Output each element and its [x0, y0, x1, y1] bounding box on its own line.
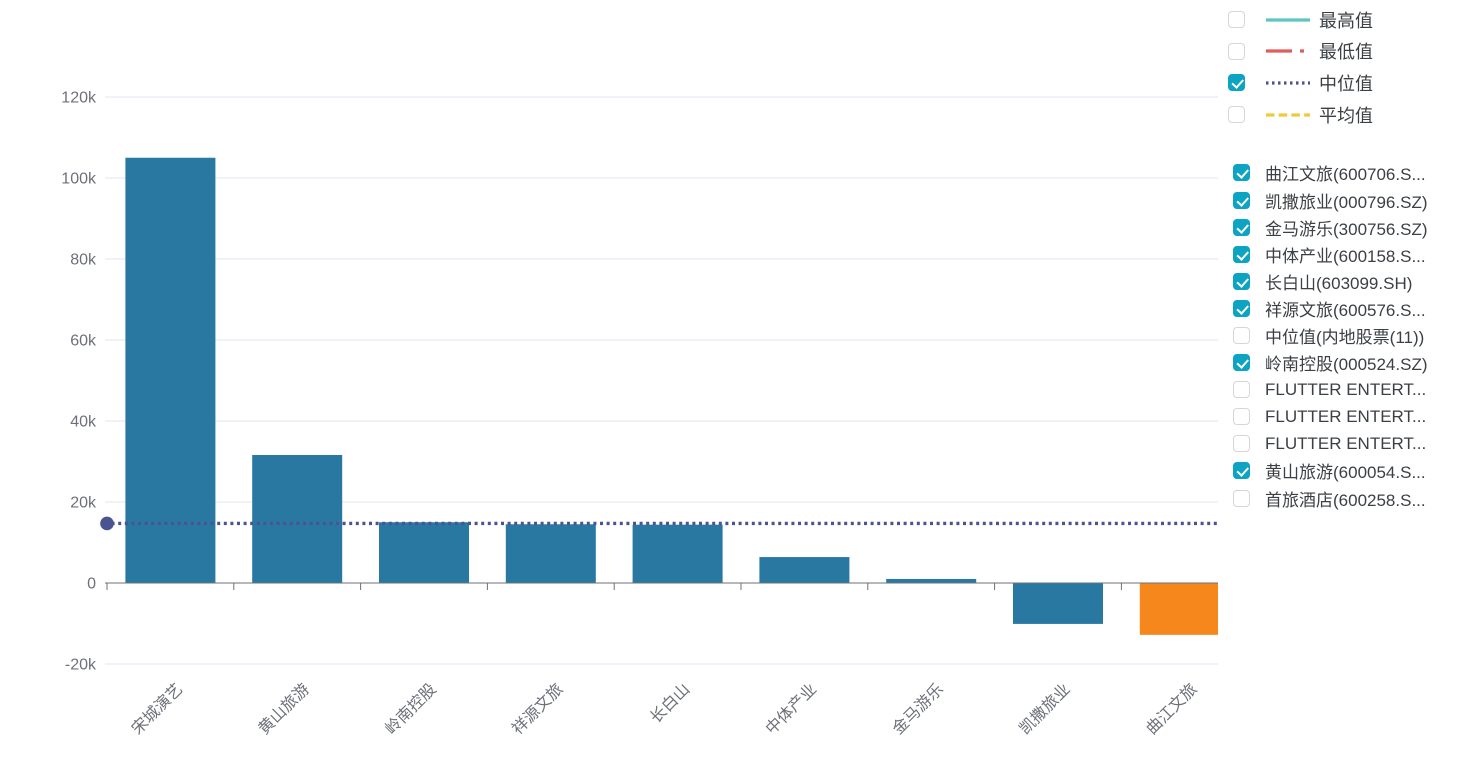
legend-item[interactable]: 曲江文旅(600706.S...	[1228, 159, 1477, 186]
x-axis-tick-label: 长白山	[647, 680, 694, 727]
bar[interactable]	[886, 578, 977, 583]
legend-label: 中位值(内地股票(11))	[1265, 327, 1425, 347]
legend-item[interactable]: 中位值(内地股票(11))	[1228, 322, 1477, 349]
legend-label: 岭南控股(000524.SZ)	[1265, 355, 1428, 375]
y-axis-tick-label: 0	[87, 576, 96, 593]
y-axis-tick-label: 100k	[61, 171, 97, 188]
check-icon	[1236, 464, 1249, 477]
legend-label: 最低值	[1319, 42, 1373, 63]
bar[interactable]	[1139, 583, 1218, 635]
check-icon	[1236, 193, 1249, 207]
checkbox[interactable]	[1233, 191, 1250, 209]
bar[interactable]	[379, 522, 469, 583]
x-axis-tick-label: 凯撒旅业	[1016, 680, 1074, 738]
x-axis-tick-label: 岭南控股	[382, 680, 440, 738]
checkbox[interactable]	[1233, 435, 1250, 453]
legend-label: 黄山旅游(600054.S...	[1265, 463, 1426, 483]
legend-label: 凯撒旅业(000796.SZ)	[1265, 192, 1428, 212]
legend-item[interactable]: 中体产业(600158.S...	[1228, 241, 1477, 268]
legend-label: FLUTTER ENTERT...	[1265, 379, 1427, 399]
legend-item[interactable]: FLUTTER ENTERT...	[1228, 376, 1477, 403]
legend-label: 金马游乐(300756.SZ)	[1265, 219, 1428, 239]
check-icon	[1236, 166, 1249, 179]
checkbox[interactable]	[1233, 326, 1250, 344]
legend-item[interactable]: 祥源文旅(600576.S...	[1228, 295, 1477, 322]
checkbox[interactable]	[1233, 381, 1250, 399]
legend-item[interactable]: 最低值	[1228, 36, 1477, 68]
legend-item[interactable]: 岭南控股(000524.SZ)	[1228, 349, 1477, 376]
bar[interactable]	[632, 524, 723, 583]
y-axis-tick-label: 60k	[70, 333, 97, 350]
y-axis-tick-label: 20k	[70, 495, 97, 512]
legend-label: 最高值	[1319, 10, 1373, 31]
legend-item[interactable]: 平均值	[1228, 99, 1477, 131]
y-axis-tick-label: 40k	[70, 414, 97, 431]
series-legend: 曲江文旅(600706.S... 凯撒旅业(000796.SZ) 金马游乐(3007…	[1228, 159, 1477, 511]
checkbox[interactable]	[1233, 408, 1250, 426]
checkbox[interactable]	[1233, 272, 1250, 290]
legend-item[interactable]: FLUTTER ENTERT...	[1228, 403, 1477, 430]
x-axis-tick-label: 中体产业	[762, 680, 820, 738]
check-icon	[1231, 76, 1244, 89]
line-style-swatch	[1266, 18, 1310, 22]
legend-item[interactable]: 最高值	[1228, 4, 1477, 36]
line-legend: 最高值最低值中位值平均值	[1228, 4, 1477, 130]
x-axis-tick-label: 金马游乐	[889, 680, 947, 738]
checkbox[interactable]	[1233, 299, 1250, 317]
bar[interactable]	[252, 455, 343, 583]
legend-item[interactable]: 黄山旅游(600054.S...	[1228, 457, 1477, 484]
x-axis-tick-label: 宋城演艺	[128, 680, 186, 738]
legend-label: 长白山(603099.SH)	[1265, 273, 1413, 293]
checkbox[interactable]	[1233, 245, 1250, 263]
legend-item[interactable]: 长白山(603099.SH)	[1228, 268, 1477, 295]
check-icon	[1236, 247, 1249, 261]
legend-item[interactable]: 金马游乐(300756.SZ)	[1228, 214, 1477, 241]
legend-label: 祥源文旅(600576.S...	[1265, 300, 1426, 320]
checkbox[interactable]	[1233, 462, 1250, 480]
checkbox[interactable]	[1228, 106, 1245, 124]
legend-item[interactable]: 首旅酒店(600258.S...	[1228, 485, 1477, 512]
legend-item[interactable]: 中位值	[1228, 67, 1477, 99]
bar[interactable]	[505, 524, 596, 583]
checkbox[interactable]	[1228, 74, 1245, 92]
bar[interactable]	[1013, 583, 1103, 624]
bar[interactable]	[759, 557, 850, 583]
legend-label: 平均值	[1319, 105, 1373, 126]
legend-item[interactable]: FLUTTER ENTERT...	[1228, 430, 1477, 457]
legend-label: FLUTTER ENTERT...	[1265, 406, 1427, 426]
check-icon	[1236, 274, 1249, 288]
legend-item[interactable]: 凯撒旅业(000796.SZ)	[1228, 186, 1477, 213]
check-icon	[1236, 356, 1249, 369]
check-icon	[1236, 301, 1249, 315]
legend-label: 首旅酒店(600258.S...	[1265, 490, 1426, 510]
y-axis-tick-label: 120k	[61, 90, 97, 107]
median-line-endpoint-dot	[100, 516, 114, 531]
checkbox[interactable]	[1228, 42, 1245, 60]
x-axis-tick-label: 黄山旅游	[255, 680, 313, 738]
checkbox[interactable]	[1228, 11, 1245, 29]
x-axis-tick-label: 祥源文旅	[509, 680, 567, 738]
line-style-swatch	[1266, 81, 1310, 85]
legend-label: 中体产业(600158.S...	[1265, 246, 1426, 266]
checkbox[interactable]	[1233, 489, 1250, 507]
y-axis-tick-label: -20k	[65, 657, 97, 674]
line-style-swatch	[1266, 112, 1310, 117]
legend-label: 中位值	[1319, 73, 1373, 94]
legend-panel: 最高值最低值中位值平均值 曲江文旅(600706.S... 凯撒旅业(000796…	[1228, 4, 1477, 512]
checkbox[interactable]	[1233, 354, 1250, 372]
bar[interactable]	[125, 157, 216, 583]
bar-chart: 120k 100k 80k 60k 40k 20k 0 -20k 宋城演艺 黄山旅游 岭南控股 祥源文…	[61, 90, 1218, 738]
legend-label: FLUTTER ENTERT...	[1265, 433, 1427, 453]
x-axis-tick-label: 曲江文旅	[1143, 680, 1201, 738]
check-icon	[1236, 220, 1249, 234]
line-style-swatch	[1266, 49, 1310, 53]
legend-label: 曲江文旅(600706.S...	[1265, 165, 1426, 185]
y-axis-tick-label: 80k	[70, 252, 97, 269]
checkbox[interactable]	[1233, 218, 1250, 236]
checkbox[interactable]	[1233, 164, 1250, 182]
